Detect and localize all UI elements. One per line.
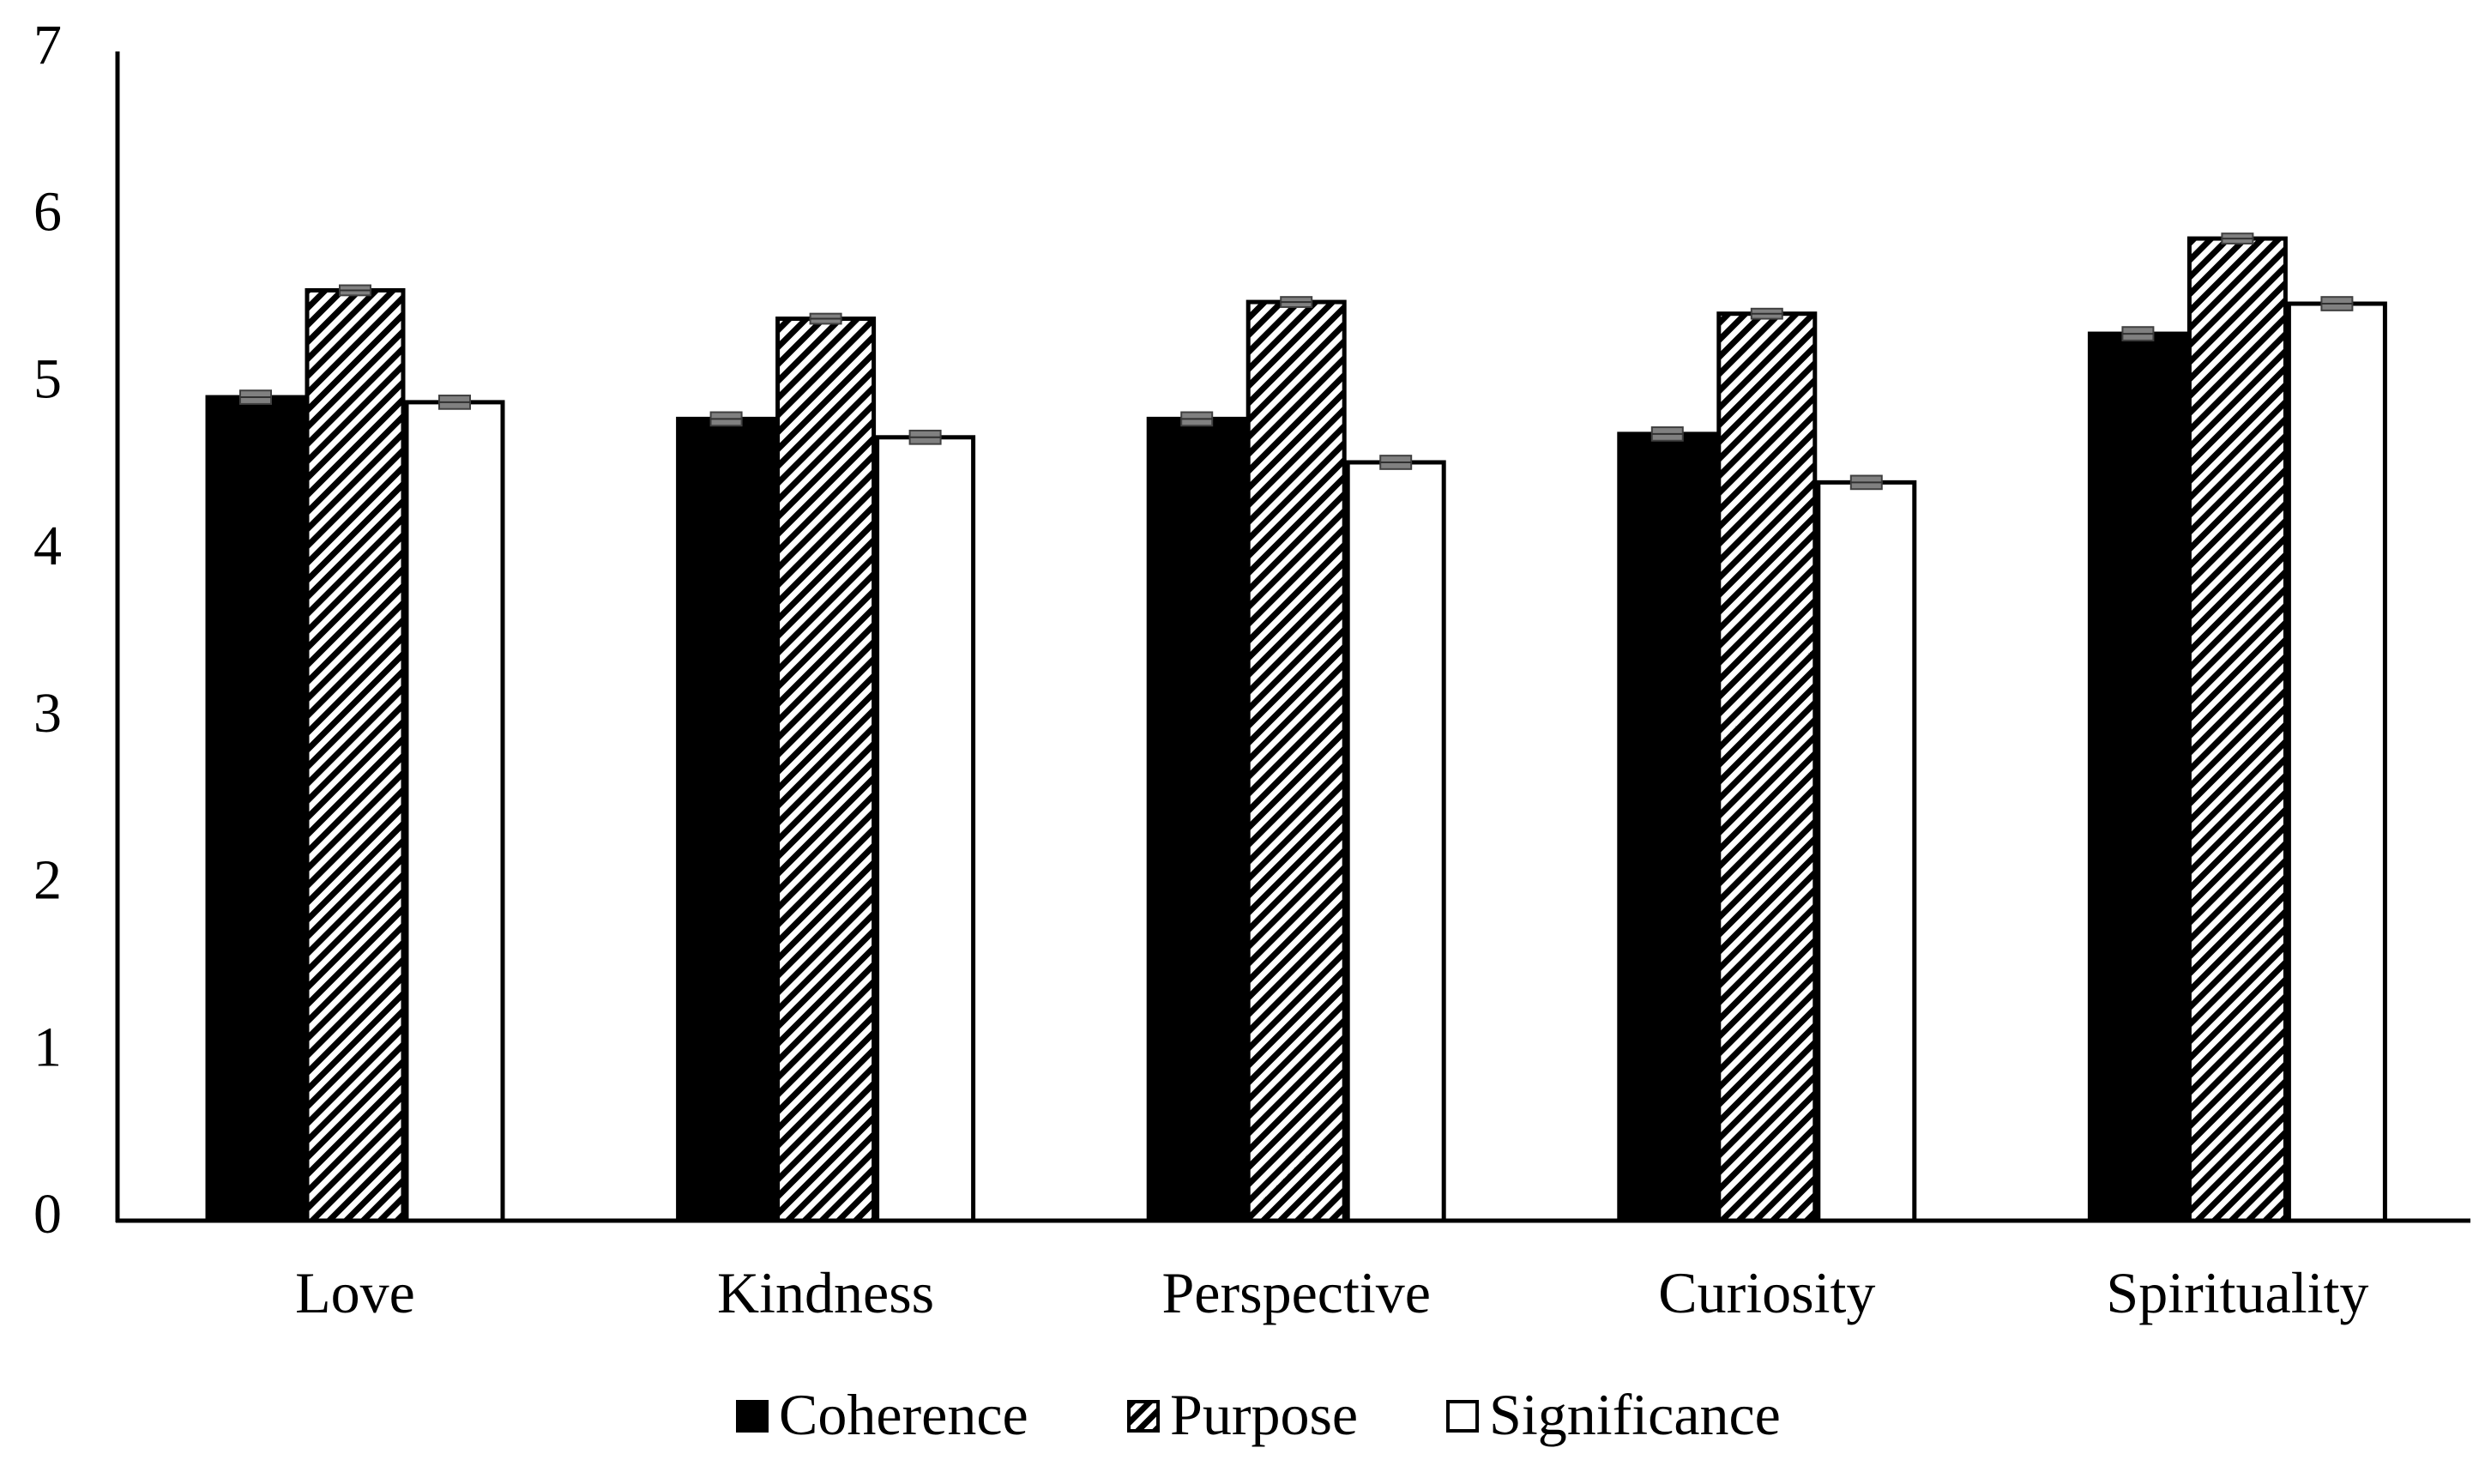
error-bar-coherence-curiosity [1650, 426, 1684, 442]
error-bar-significance-spirituality [2320, 296, 2354, 311]
legend-swatch-significance [1446, 1400, 1479, 1433]
y-axis-ticks: 0 1 2 3 4 5 6 7 [33, 14, 62, 1246]
error-bar-significance-kindness [908, 429, 942, 445]
y-tick-label: 6 [33, 181, 62, 244]
error-bar-purpose-curiosity [1750, 307, 1783, 320]
y-tick-label: 4 [33, 515, 62, 577]
bar-coherence-love [205, 395, 306, 1223]
legend-item-purpose: Purpose [1127, 1382, 1358, 1447]
x-tick-label: Love [295, 1260, 415, 1325]
bar-coherence-curiosity [1617, 431, 1718, 1223]
bar-coherence-perspective [1146, 416, 1247, 1223]
error-bar-significance-perspective [1379, 455, 1413, 470]
error-bar-coherence-love [239, 389, 272, 405]
x-tick-label: Spirituality [2106, 1260, 2368, 1325]
legend-label: Purpose [1170, 1382, 1358, 1447]
bar-significance-kindness [875, 435, 976, 1223]
bar-purpose-perspective [1246, 299, 1347, 1223]
error-bar-purpose-perspective [1280, 296, 1313, 308]
legend-label: Coherence [779, 1382, 1028, 1447]
legend-item-significance: Significance [1446, 1382, 1781, 1447]
bar-significance-spirituality [2286, 301, 2387, 1223]
error-bar-coherence-perspective [1180, 411, 1214, 427]
x-axis-labels: Love Kindness Perspective Curiosity Spiritua… [295, 1260, 2368, 1325]
error-bar-significance-curiosity [1849, 474, 1883, 491]
error-bar-purpose-love [339, 284, 371, 297]
x-tick-label: Curiosity [1658, 1260, 1875, 1325]
x-tick-label: Kindness [717, 1260, 934, 1325]
y-tick-label: 0 [33, 1183, 62, 1246]
error-bar-purpose-kindness [809, 312, 842, 325]
bars-group [205, 232, 2387, 1223]
bar-significance-curiosity [1816, 480, 1917, 1223]
bar-purpose-love [305, 287, 406, 1223]
y-tick-label: 7 [33, 14, 62, 76]
y-tick-label: 5 [33, 347, 62, 410]
legend-swatch-coherence [736, 1400, 769, 1433]
bar-significance-perspective [1345, 460, 1446, 1223]
legend-label: Significance [1489, 1382, 1781, 1447]
legend-swatch-purpose [1127, 1400, 1160, 1433]
bar-purpose-kindness [775, 317, 877, 1223]
y-tick-label: 2 [33, 849, 62, 912]
error-bar-coherence-kindness [709, 411, 743, 427]
bar-purpose-spirituality [2186, 236, 2288, 1223]
error-bar-significance-love [438, 395, 471, 410]
error-bar-purpose-spirituality [2221, 232, 2254, 244]
y-tick-label: 3 [33, 682, 62, 745]
x-tick-label: Perspective [1161, 1260, 1430, 1325]
error-bar-coherence-spirituality [2121, 326, 2155, 341]
y-tick-label: 1 [33, 1016, 62, 1078]
legend-item-coherence: Coherence [736, 1382, 1028, 1447]
bar-purpose-curiosity [1716, 311, 1818, 1223]
bar-coherence-kindness [676, 416, 777, 1223]
bar-coherence-spirituality [2087, 331, 2188, 1223]
bar-significance-love [404, 400, 505, 1223]
legend: Coherence Purpose Significance [736, 1382, 1781, 1447]
